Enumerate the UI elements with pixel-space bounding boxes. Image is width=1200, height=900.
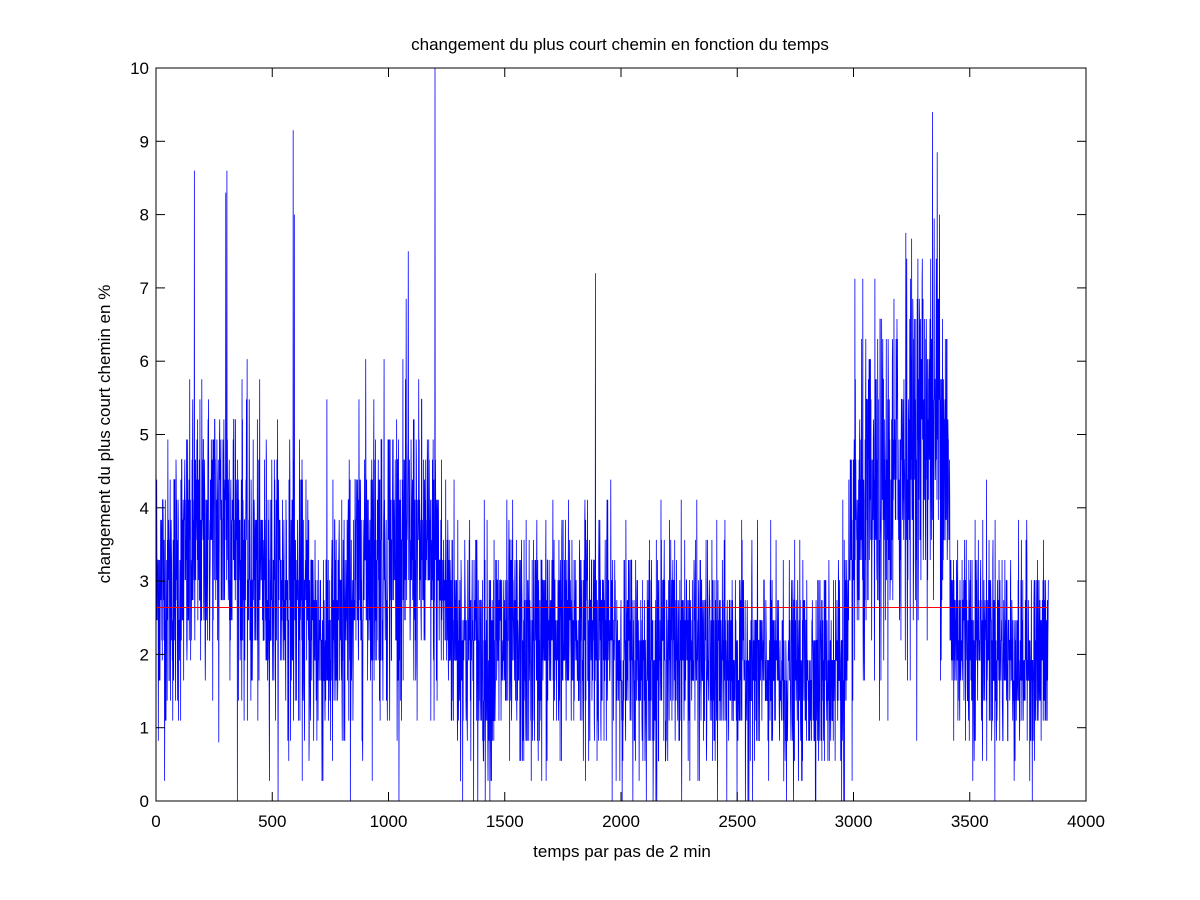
y-axis: 0 1 2 3 4 5 6 7 8 9 10	[130, 59, 1086, 811]
x-tick-label: 500	[258, 812, 286, 831]
chart-title: changement du plus court chemin en fonct…	[411, 35, 829, 54]
series-line-changement	[155, 67, 1049, 802]
y-tick-label: 5	[140, 426, 149, 445]
y-axis-label: changement du plus court chemin en %	[95, 285, 114, 584]
x-tick-label: 4000	[1067, 812, 1105, 831]
y-tick-label: 10	[130, 59, 149, 78]
y-tick-label: 0	[140, 792, 149, 811]
y-tick-label: 4	[140, 499, 149, 518]
x-tick-label: 3500	[951, 812, 989, 831]
x-tick-label: 2000	[602, 812, 640, 831]
y-tick-label: 1	[140, 719, 149, 738]
x-tick-label: 0	[151, 812, 160, 831]
x-tick-label: 1000	[370, 812, 408, 831]
x-axis: 0 500 1000 1500 2000 2500 3000 3500 4000	[151, 68, 1105, 831]
y-tick-label: 8	[140, 206, 149, 225]
y-tick-label: 3	[140, 572, 149, 591]
y-tick-label: 9	[140, 132, 149, 151]
y-tick-label: 6	[140, 352, 149, 371]
y-tick-label: 7	[140, 279, 149, 298]
x-tick-label: 3000	[835, 812, 873, 831]
x-tick-label: 2500	[718, 812, 756, 831]
x-axis-label: temps par pas de 2 min	[533, 842, 711, 861]
x-tick-label: 1500	[486, 812, 524, 831]
series-layer	[155, 67, 1049, 802]
y-tick-label: 2	[140, 645, 149, 664]
